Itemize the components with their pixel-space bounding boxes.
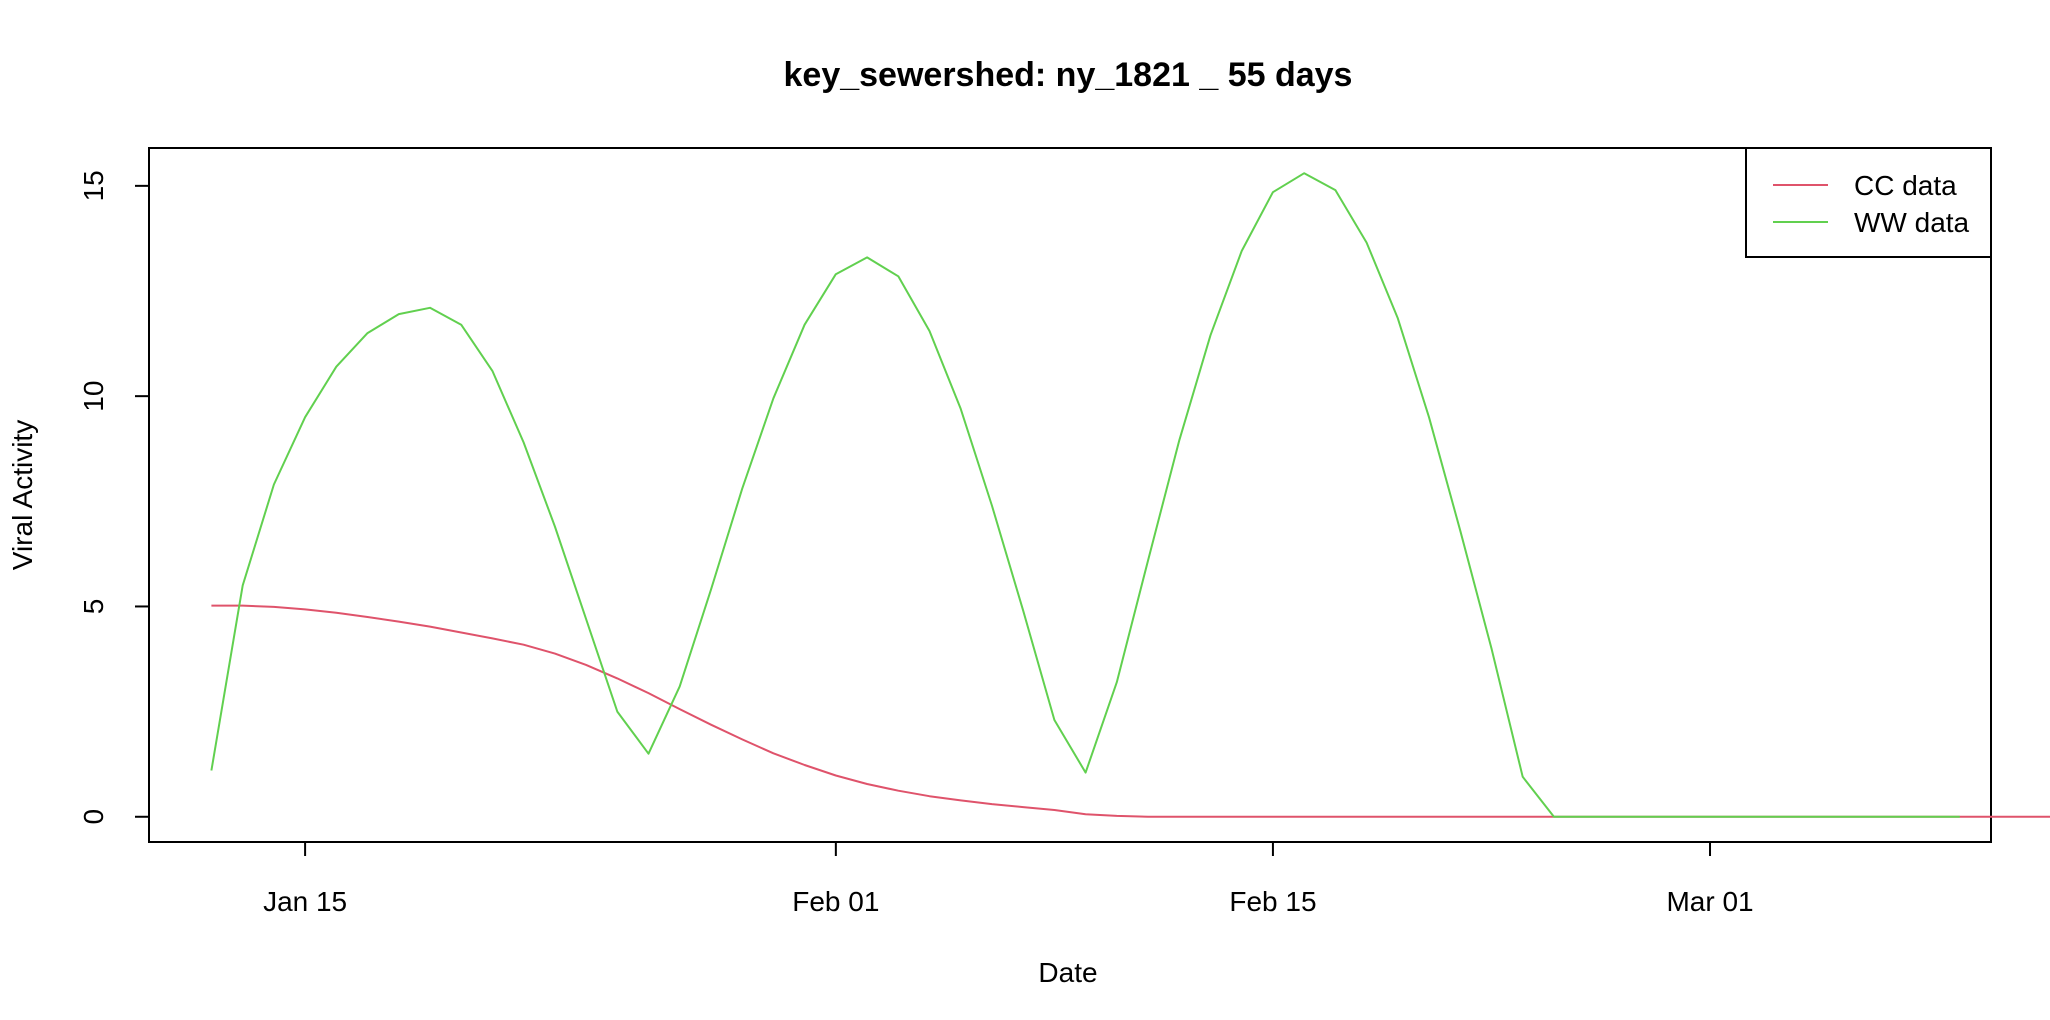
chart-title: key_sewershed: ny_1821 _ 55 days	[784, 56, 1353, 94]
legend-label-ww: WW data	[1854, 207, 1970, 238]
x-tick-label: Jan 15	[263, 886, 347, 917]
series-line-cc	[211, 604, 2050, 818]
series-line-ww	[210, 172, 1960, 818]
legend-label-cc: CC data	[1854, 170, 1957, 201]
x-axis: Jan 15 Feb 01 Feb 15 Mar 01	[263, 842, 1754, 917]
y-axis-label: Viral Activity	[7, 420, 38, 570]
y-tick-label: 5	[78, 599, 109, 615]
series-layer	[210, 172, 2050, 818]
x-tick-label: Feb 01	[792, 886, 879, 917]
y-tick-label: 10	[78, 381, 109, 412]
y-axis: 0 5 10 15	[78, 170, 149, 825]
x-axis-label: Date	[1038, 957, 1097, 988]
plot-area	[148, 147, 1992, 843]
legend: CC data WW data	[1745, 147, 1992, 258]
legend-box	[1745, 147, 1992, 258]
y-tick-label: 15	[78, 170, 109, 201]
x-tick-label: Mar 01	[1666, 886, 1753, 917]
x-tick-label: Feb 15	[1229, 886, 1316, 917]
y-tick-label: 0	[78, 809, 109, 825]
